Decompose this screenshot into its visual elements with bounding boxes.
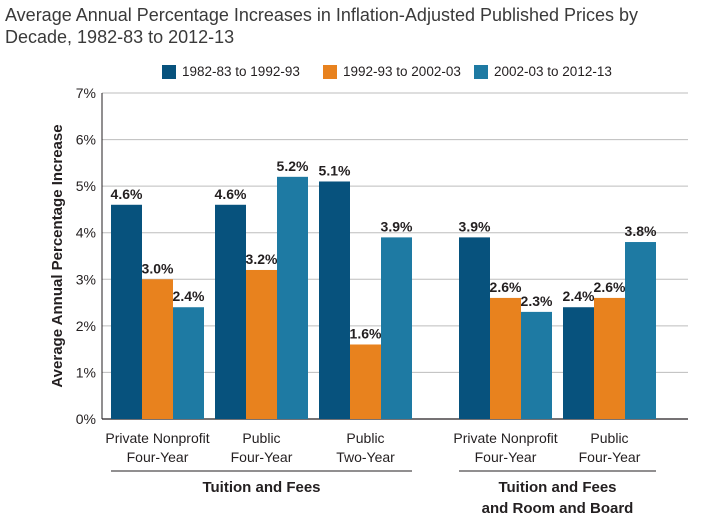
data-label: 2.3% [521,293,553,309]
category-label: Four-Year [127,449,189,465]
data-label: 3.9% [459,218,491,234]
group-label: Tuition and Fees [498,479,616,496]
bar [350,344,381,419]
data-label: 3.2% [246,251,278,267]
legend-item-series-2: 1992-93 to 2002-03 [323,64,461,79]
bar [215,204,246,419]
group-label: and Room and Board [482,500,634,517]
data-label: 3.0% [142,260,174,276]
y-tick-label: 2% [76,318,96,334]
y-tick-label: 0% [76,411,96,427]
data-label: 2.4% [173,288,205,304]
y-axis-label: Average Annual Percentage Increase [49,124,66,387]
legend-label-series-2: 1992-93 to 2002-03 [343,64,461,79]
legend-item-series-3: 2002-03 to 2012-13 [474,64,612,79]
chart-title: Average Annual Percentage Increases in I… [5,5,639,47]
data-label: 4.6% [111,186,143,202]
bar [319,181,350,419]
category-label: Four-Year [475,449,537,465]
group-label: Tuition and Fees [202,479,320,496]
data-label: 2.4% [563,288,595,304]
bar [459,237,490,419]
category-label: Four-Year [231,449,293,465]
y-tick-label: 3% [76,271,96,287]
bar [111,204,142,419]
legend-swatch-series-1 [162,64,176,79]
data-label: 2.6% [490,279,522,295]
bar [173,307,204,419]
bar [142,279,173,419]
bar [277,176,308,419]
category-label: Private Nonprofit [453,430,557,446]
category-label: Two-Year [336,449,395,465]
data-label: 1.6% [350,325,382,341]
data-label: 3.9% [381,218,413,234]
category-label: Public [242,430,280,446]
bar [490,297,521,419]
category-label: Four-Year [579,449,641,465]
category-label: Public [590,430,628,446]
y-tick-label: 6% [76,132,96,148]
category-label: Private Nonprofit [105,430,209,446]
bar [381,237,412,419]
bar [625,242,656,419]
y-tick-label: 1% [76,364,96,380]
chart-legend: 1982-83 to 1992-93 1992-93 to 2002-03 20… [0,64,703,84]
y-tick-label: 4% [76,225,96,241]
bar [246,269,277,419]
bar [521,311,552,419]
data-label: 2.6% [594,279,626,295]
legend-swatch-series-2 [323,64,337,79]
data-label: 4.6% [215,186,247,202]
legend-item-series-1: 1982-83 to 1992-93 [162,64,300,79]
legend-label-series-3: 2002-03 to 2012-13 [494,64,612,79]
legend-swatch-series-3 [474,64,488,79]
bar [594,297,625,419]
data-label: 5.1% [319,162,351,178]
bar [563,307,594,419]
legend-label-series-1: 1982-83 to 1992-93 [182,64,300,79]
data-label: 5.2% [277,158,309,174]
y-tick-label: 7% [76,85,96,101]
data-label: 3.8% [625,223,657,239]
y-tick-label: 5% [76,178,96,194]
category-label: Public [346,430,384,446]
